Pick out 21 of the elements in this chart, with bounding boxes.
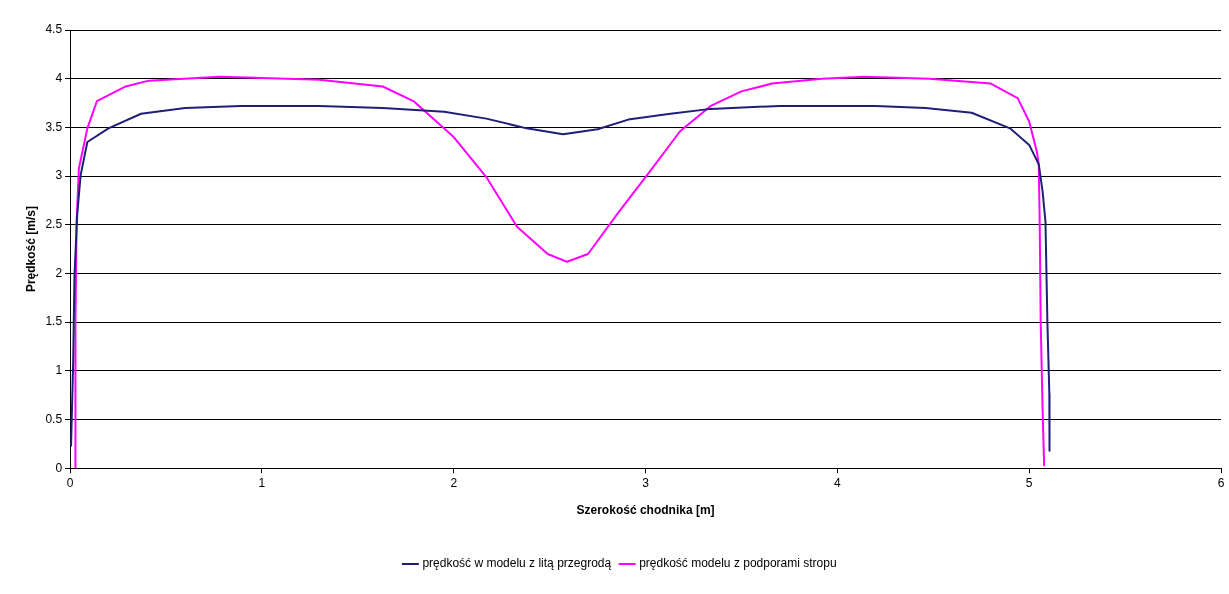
y-tick-label: 0 xyxy=(55,460,63,475)
y-tick-label: 1 xyxy=(55,363,63,378)
y-axis-title: Prędkość [m/s] xyxy=(23,206,38,293)
y-tick-label: 1.5 xyxy=(45,314,63,329)
legend-label: prędkość modelu z podporami stropu xyxy=(639,556,837,571)
x-tick-label: 6 xyxy=(1217,475,1225,490)
y-tick-label: 2 xyxy=(55,265,63,280)
x-tick-label: 2 xyxy=(450,475,458,490)
x-axis-title: Szerokość chodnika [m] xyxy=(576,503,715,518)
y-tick-label: 4.5 xyxy=(45,22,63,37)
y-tick-label: 3 xyxy=(55,168,63,183)
x-tick-label: 3 xyxy=(642,475,650,490)
y-tick-label: 2.5 xyxy=(45,217,63,232)
y-tick-label: 4 xyxy=(55,71,63,85)
legend-label: prędkość w modelu z litą przegrodą xyxy=(422,556,612,571)
x-tick-label: 0 xyxy=(66,475,74,490)
y-tick-label: 0.5 xyxy=(45,411,63,426)
x-tick-label: 4 xyxy=(834,475,842,490)
x-tick-label: 1 xyxy=(258,475,266,490)
x-tick-label: 5 xyxy=(1025,475,1033,490)
y-tick-label: 3.5 xyxy=(45,119,63,134)
